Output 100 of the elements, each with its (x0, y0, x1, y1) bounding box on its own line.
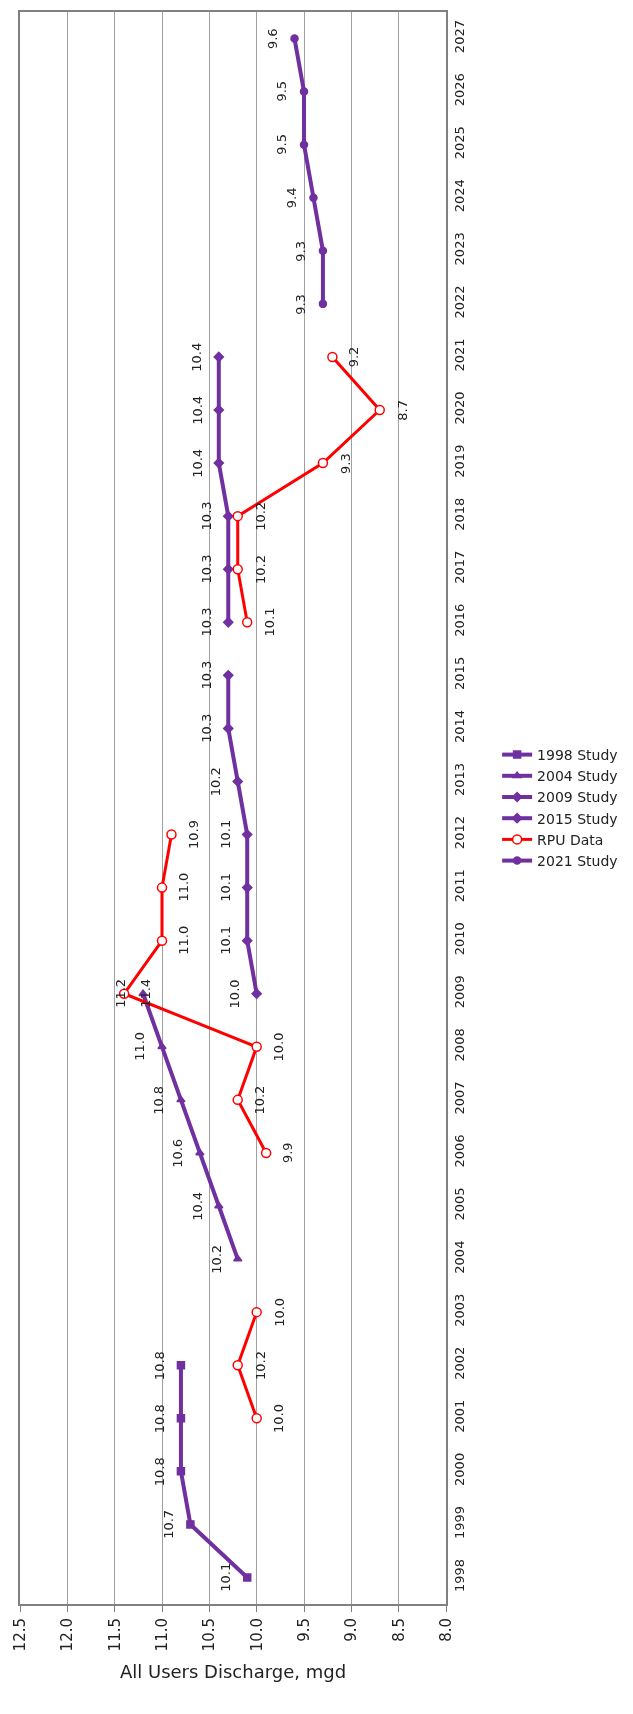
point (156, 935, 168, 946)
y-tick-label: 2025 (451, 126, 467, 160)
data-label: 10.9 (185, 820, 201, 849)
data-label: 10.0 (271, 1297, 287, 1327)
point (195, 1148, 205, 1156)
data-label: 10.2 (251, 1085, 267, 1115)
data-label: 9.5 (274, 133, 290, 155)
y-tick-label: 2020 (451, 391, 467, 425)
x-tick-label: 11.0 (152, 1618, 171, 1652)
data-label: 10.7 (161, 1509, 176, 1539)
y-tick-label: 2013 (451, 762, 467, 797)
point (251, 988, 262, 1000)
legend-label: 2004 Study (537, 768, 618, 785)
data-label: 11.0 (176, 872, 192, 902)
data-label: 10.1 (217, 925, 233, 955)
point (222, 670, 234, 681)
point (251, 1413, 262, 1424)
point (290, 34, 299, 43)
point (176, 1360, 186, 1370)
x-tick-label: 10.5 (200, 1618, 219, 1652)
x-tick-label: 9.5 (294, 1618, 313, 1642)
data-label: 11.0 (176, 925, 192, 955)
data-label: 9.4 (283, 187, 299, 209)
data-label: 9.9 (280, 1142, 296, 1164)
data-label: 11.0 (132, 1031, 148, 1061)
point (318, 299, 328, 309)
point (241, 882, 253, 893)
data-label: 10.8 (151, 1404, 167, 1434)
y-tick-label: 2014 (451, 709, 467, 743)
point (156, 882, 168, 893)
y-tick-label: 2026 (451, 73, 467, 107)
x-tick-label: 8.0 (436, 1618, 455, 1642)
point (186, 1520, 195, 1529)
legend-label: 2009 Study (537, 789, 618, 806)
point (176, 1467, 186, 1476)
data-label: 10.1 (261, 607, 277, 637)
point (232, 776, 244, 787)
point (214, 1201, 224, 1209)
y-tick-label: 2002 (451, 1346, 467, 1380)
data-label: 8.7 (394, 400, 410, 421)
data-label: 10.2 (208, 1244, 224, 1274)
x-tick-label: 11.5 (105, 1618, 124, 1652)
point (232, 1359, 243, 1371)
data-label: 10.4 (188, 342, 204, 372)
y-tick-label: 2007 (451, 1081, 467, 1115)
data-label: 10.3 (198, 660, 214, 690)
data-label: 10.4 (189, 395, 205, 425)
data-label: 10.2 (252, 554, 268, 584)
point (317, 457, 329, 469)
y-tick-label: 2027 (451, 20, 467, 54)
data-label: 9.3 (293, 241, 309, 262)
point (232, 1094, 243, 1106)
x-axis-title: All Users Discharge, mgd (119, 1661, 347, 1683)
data-label: 9.2 (346, 346, 362, 368)
data-label: 10.1 (217, 1562, 233, 1592)
data-label: 10.1 (217, 872, 233, 902)
point (241, 829, 253, 840)
y-tick-label: 2016 (451, 603, 467, 637)
point (157, 1042, 167, 1050)
legend-label: 1998 Study (537, 747, 618, 764)
data-label: 10.6 (169, 1138, 185, 1168)
y-tick-label: 2017 (451, 550, 467, 584)
y-tick-label: 2006 (451, 1134, 467, 1168)
x-tick-label: 8.5 (389, 1618, 408, 1642)
y-tick-label: 2003 (451, 1293, 467, 1327)
point (232, 510, 243, 522)
y-tick-label: 2024 (451, 179, 467, 213)
point (242, 1573, 252, 1582)
y-tick-label: 1998 (451, 1558, 467, 1593)
data-label: 10.0 (270, 1032, 286, 1062)
data-label: 11.4 (138, 978, 154, 1008)
point (309, 193, 318, 202)
y-tick-label: 2001 (451, 1399, 467, 1433)
legend-label: 2015 Study (537, 810, 618, 827)
data-label: 10.0 (271, 1403, 287, 1433)
y-tick-label: 1999 (451, 1505, 467, 1539)
y-tick-label: 2018 (451, 497, 467, 531)
data-label: 10.4 (189, 448, 205, 478)
point (222, 723, 234, 734)
data-label: 10.3 (199, 554, 215, 584)
point (318, 246, 328, 256)
data-label: 10.2 (252, 1350, 268, 1380)
data-label: 10.4 (189, 1191, 205, 1221)
y-tick-label: 2021 (451, 338, 467, 372)
data-label: 10.8 (151, 1351, 167, 1381)
point (251, 1306, 262, 1318)
y-tick-label: 2000 (451, 1452, 467, 1486)
y-tick-label: 2015 (451, 656, 467, 690)
point (374, 404, 385, 416)
point (232, 563, 243, 575)
point (251, 1041, 262, 1053)
point (260, 1147, 272, 1159)
point (241, 617, 253, 628)
point (232, 1254, 243, 1262)
x-tick-label: 9.0 (342, 1618, 361, 1642)
y-tick-label: 2005 (451, 1187, 467, 1221)
y-tick-label: 2012 (451, 816, 467, 850)
legend-label: RPU Data (537, 831, 604, 848)
data-label: 10.8 (151, 1457, 167, 1487)
data-label: 9.6 (265, 28, 280, 50)
